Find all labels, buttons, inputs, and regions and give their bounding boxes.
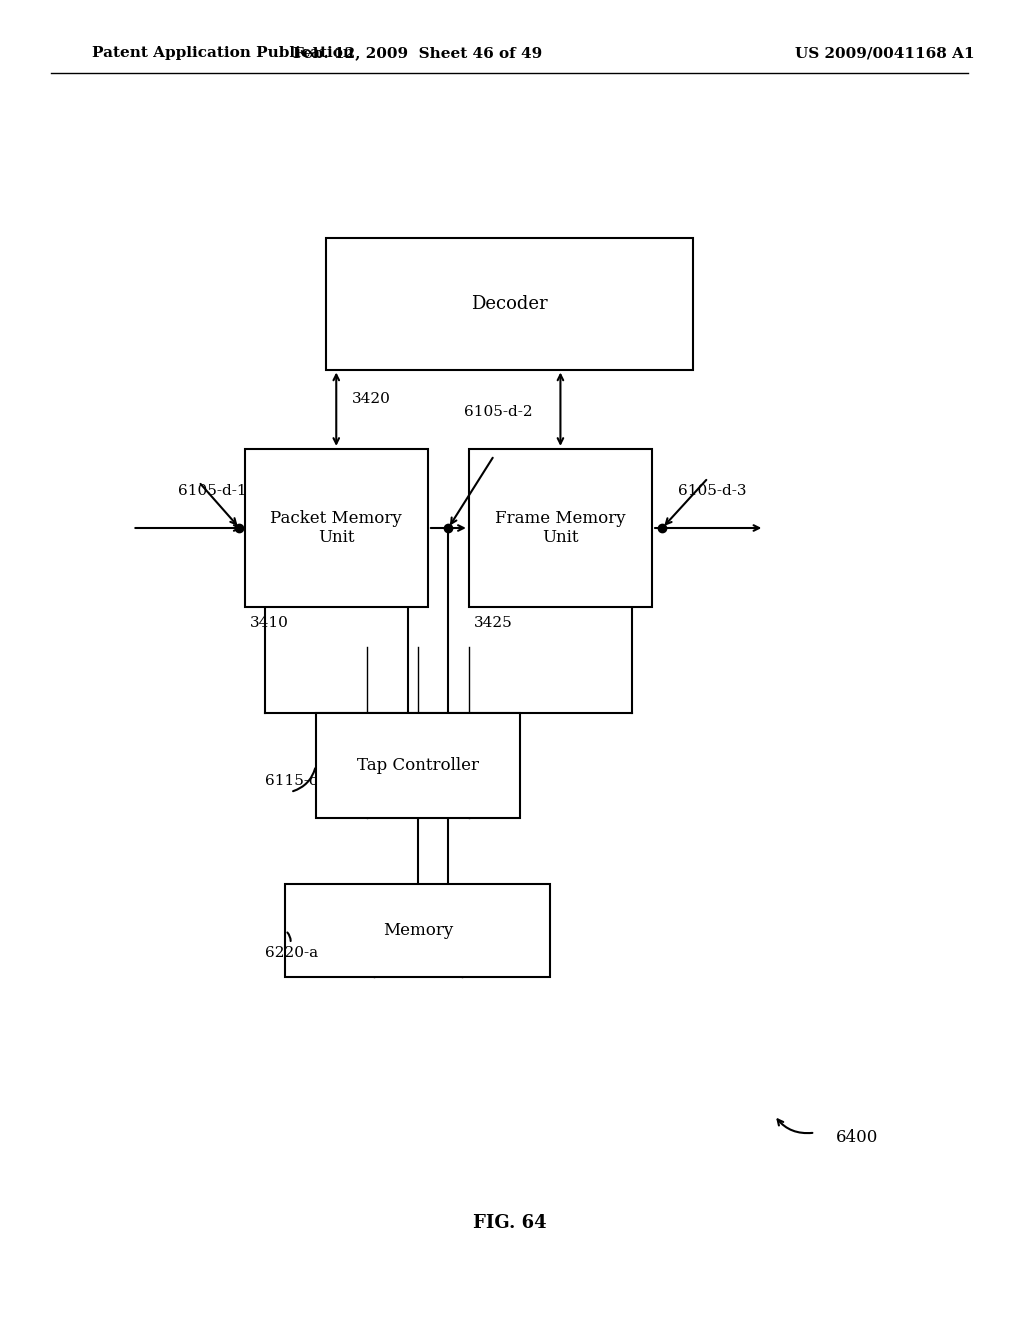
- Text: Decoder: Decoder: [471, 294, 548, 313]
- Text: 6220-a: 6220-a: [265, 946, 318, 960]
- FancyBboxPatch shape: [245, 449, 428, 607]
- Text: 6105-d-3: 6105-d-3: [678, 484, 746, 498]
- FancyBboxPatch shape: [315, 713, 519, 818]
- Text: 6115-c: 6115-c: [265, 775, 317, 788]
- Text: 6105-d-1: 6105-d-1: [178, 484, 247, 498]
- Text: Tap Controller: Tap Controller: [356, 758, 479, 774]
- Text: 3410: 3410: [250, 616, 289, 630]
- Text: US 2009/0041168 A1: US 2009/0041168 A1: [795, 46, 975, 61]
- Text: Feb. 12, 2009  Sheet 46 of 49: Feb. 12, 2009 Sheet 46 of 49: [293, 46, 543, 61]
- Text: 3420: 3420: [351, 392, 390, 405]
- Text: 6400: 6400: [836, 1129, 878, 1146]
- Text: Memory: Memory: [383, 923, 453, 939]
- Text: 3425: 3425: [474, 616, 513, 630]
- FancyBboxPatch shape: [326, 238, 693, 370]
- FancyBboxPatch shape: [469, 449, 652, 607]
- Text: Patent Application Publication: Patent Application Publication: [92, 46, 353, 61]
- Text: Frame Memory
Unit: Frame Memory Unit: [496, 510, 626, 546]
- FancyBboxPatch shape: [286, 884, 550, 977]
- Text: Packet Memory
Unit: Packet Memory Unit: [270, 510, 402, 546]
- Text: FIG. 64: FIG. 64: [473, 1213, 546, 1232]
- Text: 6105-d-2: 6105-d-2: [464, 405, 532, 418]
